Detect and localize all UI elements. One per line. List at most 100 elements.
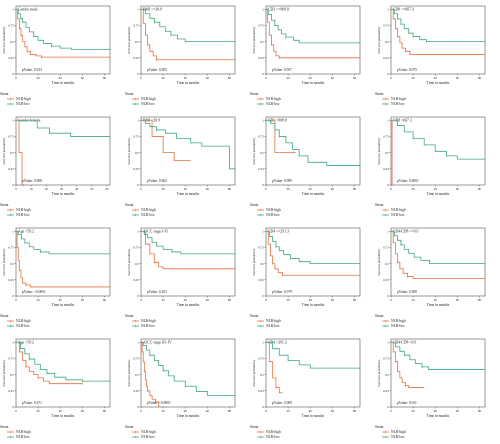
survival-curve-nlr-low bbox=[16, 119, 110, 137]
x-axis-label: Time in months bbox=[177, 414, 200, 418]
y-tick-label: 0.5 bbox=[260, 373, 264, 377]
y-tick-label: 0.75 bbox=[133, 135, 139, 139]
x-tick-label: 60 bbox=[81, 76, 85, 80]
y-tick-label: 0.75 bbox=[258, 135, 264, 139]
survival-curve-nlr-low bbox=[141, 230, 236, 256]
panel-title: CD4 >=291.3 bbox=[268, 230, 289, 234]
x-axis-label: Time in months bbox=[302, 192, 325, 196]
panel-title: AJCC stage I–II bbox=[143, 230, 168, 234]
y-tick-label: 0.25 bbox=[8, 56, 14, 60]
legend-title: Strata bbox=[375, 203, 384, 207]
x-tick-label: 80 bbox=[353, 76, 357, 80]
legend-title: Strata bbox=[0, 203, 9, 207]
y-tick-label: 0 bbox=[262, 405, 264, 409]
y-tick-label: 0.25 bbox=[8, 278, 14, 282]
x-tick-label: 0 bbox=[140, 409, 142, 413]
plot-frame bbox=[140, 338, 236, 408]
plot-frame bbox=[15, 338, 111, 408]
plot-frame bbox=[265, 338, 361, 408]
survival-curve-nlr-low bbox=[141, 119, 235, 170]
survival-curve-nlr-high bbox=[141, 230, 235, 270]
survival-curve-nlr-low bbox=[391, 119, 485, 160]
y-axis-label: Survival probability bbox=[252, 248, 256, 276]
y-tick-label: 0.25 bbox=[258, 167, 264, 171]
survival-curve-nlr-high bbox=[141, 341, 161, 408]
x-tick-label: 20 bbox=[287, 298, 291, 302]
x-tick-label: 0 bbox=[15, 76, 17, 80]
y-tick-label: 1 bbox=[262, 229, 264, 233]
y-tick-label: 0 bbox=[137, 72, 139, 76]
km-panel-14: AJCC stage III–IV 0 0.25 0.5 0.75 1 0 20 40 60 80 T… bbox=[125, 338, 236, 439]
y-axis-label: Survival probability bbox=[377, 359, 381, 387]
y-tick-label: 0.5 bbox=[260, 151, 264, 155]
x-tick-label: 20 bbox=[412, 409, 416, 413]
y-tick-label: 0.5 bbox=[385, 151, 389, 155]
x-tick-label: 0 bbox=[140, 298, 142, 302]
legend-label: NLR-high bbox=[391, 430, 406, 434]
x-tick-label: 0 bbox=[15, 187, 17, 191]
x-tick-label: 40 bbox=[184, 409, 188, 413]
x-tick-label: 60 bbox=[206, 298, 210, 302]
y-tick-label: 0.75 bbox=[383, 246, 389, 250]
y-axis-label: Survival probability bbox=[252, 359, 256, 387]
y-axis-label: Survival probability bbox=[127, 137, 131, 165]
y-tick-label: 0.25 bbox=[383, 167, 389, 171]
y-tick-label: 0.25 bbox=[383, 278, 389, 282]
x-tick-label: 20 bbox=[162, 76, 166, 80]
x-tick-label: 80 bbox=[228, 409, 232, 413]
x-tick-label: 80 bbox=[478, 409, 482, 413]
panel-title: CD8 >=667.3 bbox=[393, 8, 414, 12]
survival-curve-nlr-low bbox=[141, 8, 235, 43]
legend-label: NLR-low bbox=[141, 435, 155, 439]
y-axis-label: Survival probability bbox=[2, 26, 6, 54]
panel-title: CD4 <291.3 bbox=[268, 341, 287, 345]
y-tick-label: 0.5 bbox=[10, 40, 14, 44]
panel-title: Age >59.2 bbox=[18, 341, 34, 345]
y-tick-label: 1 bbox=[12, 118, 14, 122]
y-tick-label: 1 bbox=[12, 340, 14, 344]
km-panel-8: CD8 <667.3 0 0.25 0.5 0.75 1 0 20 40 60 80 Time in … bbox=[375, 116, 486, 217]
plot-frame bbox=[390, 227, 486, 297]
y-axis-label: Survival probability bbox=[377, 26, 381, 54]
legend-label: NLR-high bbox=[391, 319, 406, 323]
survival-curve-nlr-low bbox=[391, 341, 485, 370]
p-value-label: pValue: 0.008 bbox=[397, 290, 417, 294]
x-tick-label: 0 bbox=[390, 187, 392, 191]
x-tick-label: 20 bbox=[37, 298, 41, 302]
y-tick-label: 0.25 bbox=[383, 56, 389, 60]
survival-curve-nlr-low bbox=[141, 341, 235, 396]
survival-curve-nlr-high bbox=[141, 119, 191, 161]
legend-title: Strata bbox=[0, 92, 9, 96]
survival-curve-nlr-low bbox=[391, 8, 485, 43]
survival-curve-nlr-low bbox=[266, 341, 360, 369]
x-tick-label: 60 bbox=[456, 298, 460, 302]
legend-label: NLR-low bbox=[391, 435, 405, 439]
x-tick-label: 0 bbox=[390, 298, 392, 302]
survival-curve-nlr-low bbox=[16, 230, 110, 255]
y-tick-label: 0.75 bbox=[8, 357, 14, 361]
x-tick-label: 0 bbox=[265, 298, 267, 302]
x-tick-label: 0 bbox=[265, 409, 267, 413]
survival-curve-nlr-high bbox=[16, 341, 83, 385]
survival-curve-nlr-low bbox=[266, 119, 360, 166]
x-tick-label: 80 bbox=[103, 76, 107, 80]
x-tick-label: 60 bbox=[206, 76, 210, 80]
y-tick-label: 1 bbox=[137, 118, 139, 122]
survival-curve-nlr-high bbox=[266, 8, 360, 59]
y-tick-label: 1 bbox=[387, 7, 389, 11]
plot-frame bbox=[15, 227, 111, 297]
legend-label: NLR-high bbox=[266, 430, 281, 434]
x-tick-label: 20 bbox=[37, 409, 41, 413]
y-axis-label: Survival probability bbox=[2, 137, 6, 165]
x-tick-label: 40 bbox=[434, 298, 438, 302]
y-tick-label: 0.5 bbox=[385, 262, 389, 266]
y-axis-label: Survival probability bbox=[127, 359, 131, 387]
legend-label: NLR-high bbox=[141, 430, 156, 434]
plot-frame bbox=[140, 116, 236, 186]
y-axis-label: Survival probability bbox=[252, 26, 256, 54]
x-axis-label: Time in months bbox=[52, 414, 75, 418]
survival-curve-nlr-low bbox=[266, 230, 360, 265]
x-tick-label: 40 bbox=[59, 409, 63, 413]
y-tick-label: 0.25 bbox=[133, 389, 139, 393]
